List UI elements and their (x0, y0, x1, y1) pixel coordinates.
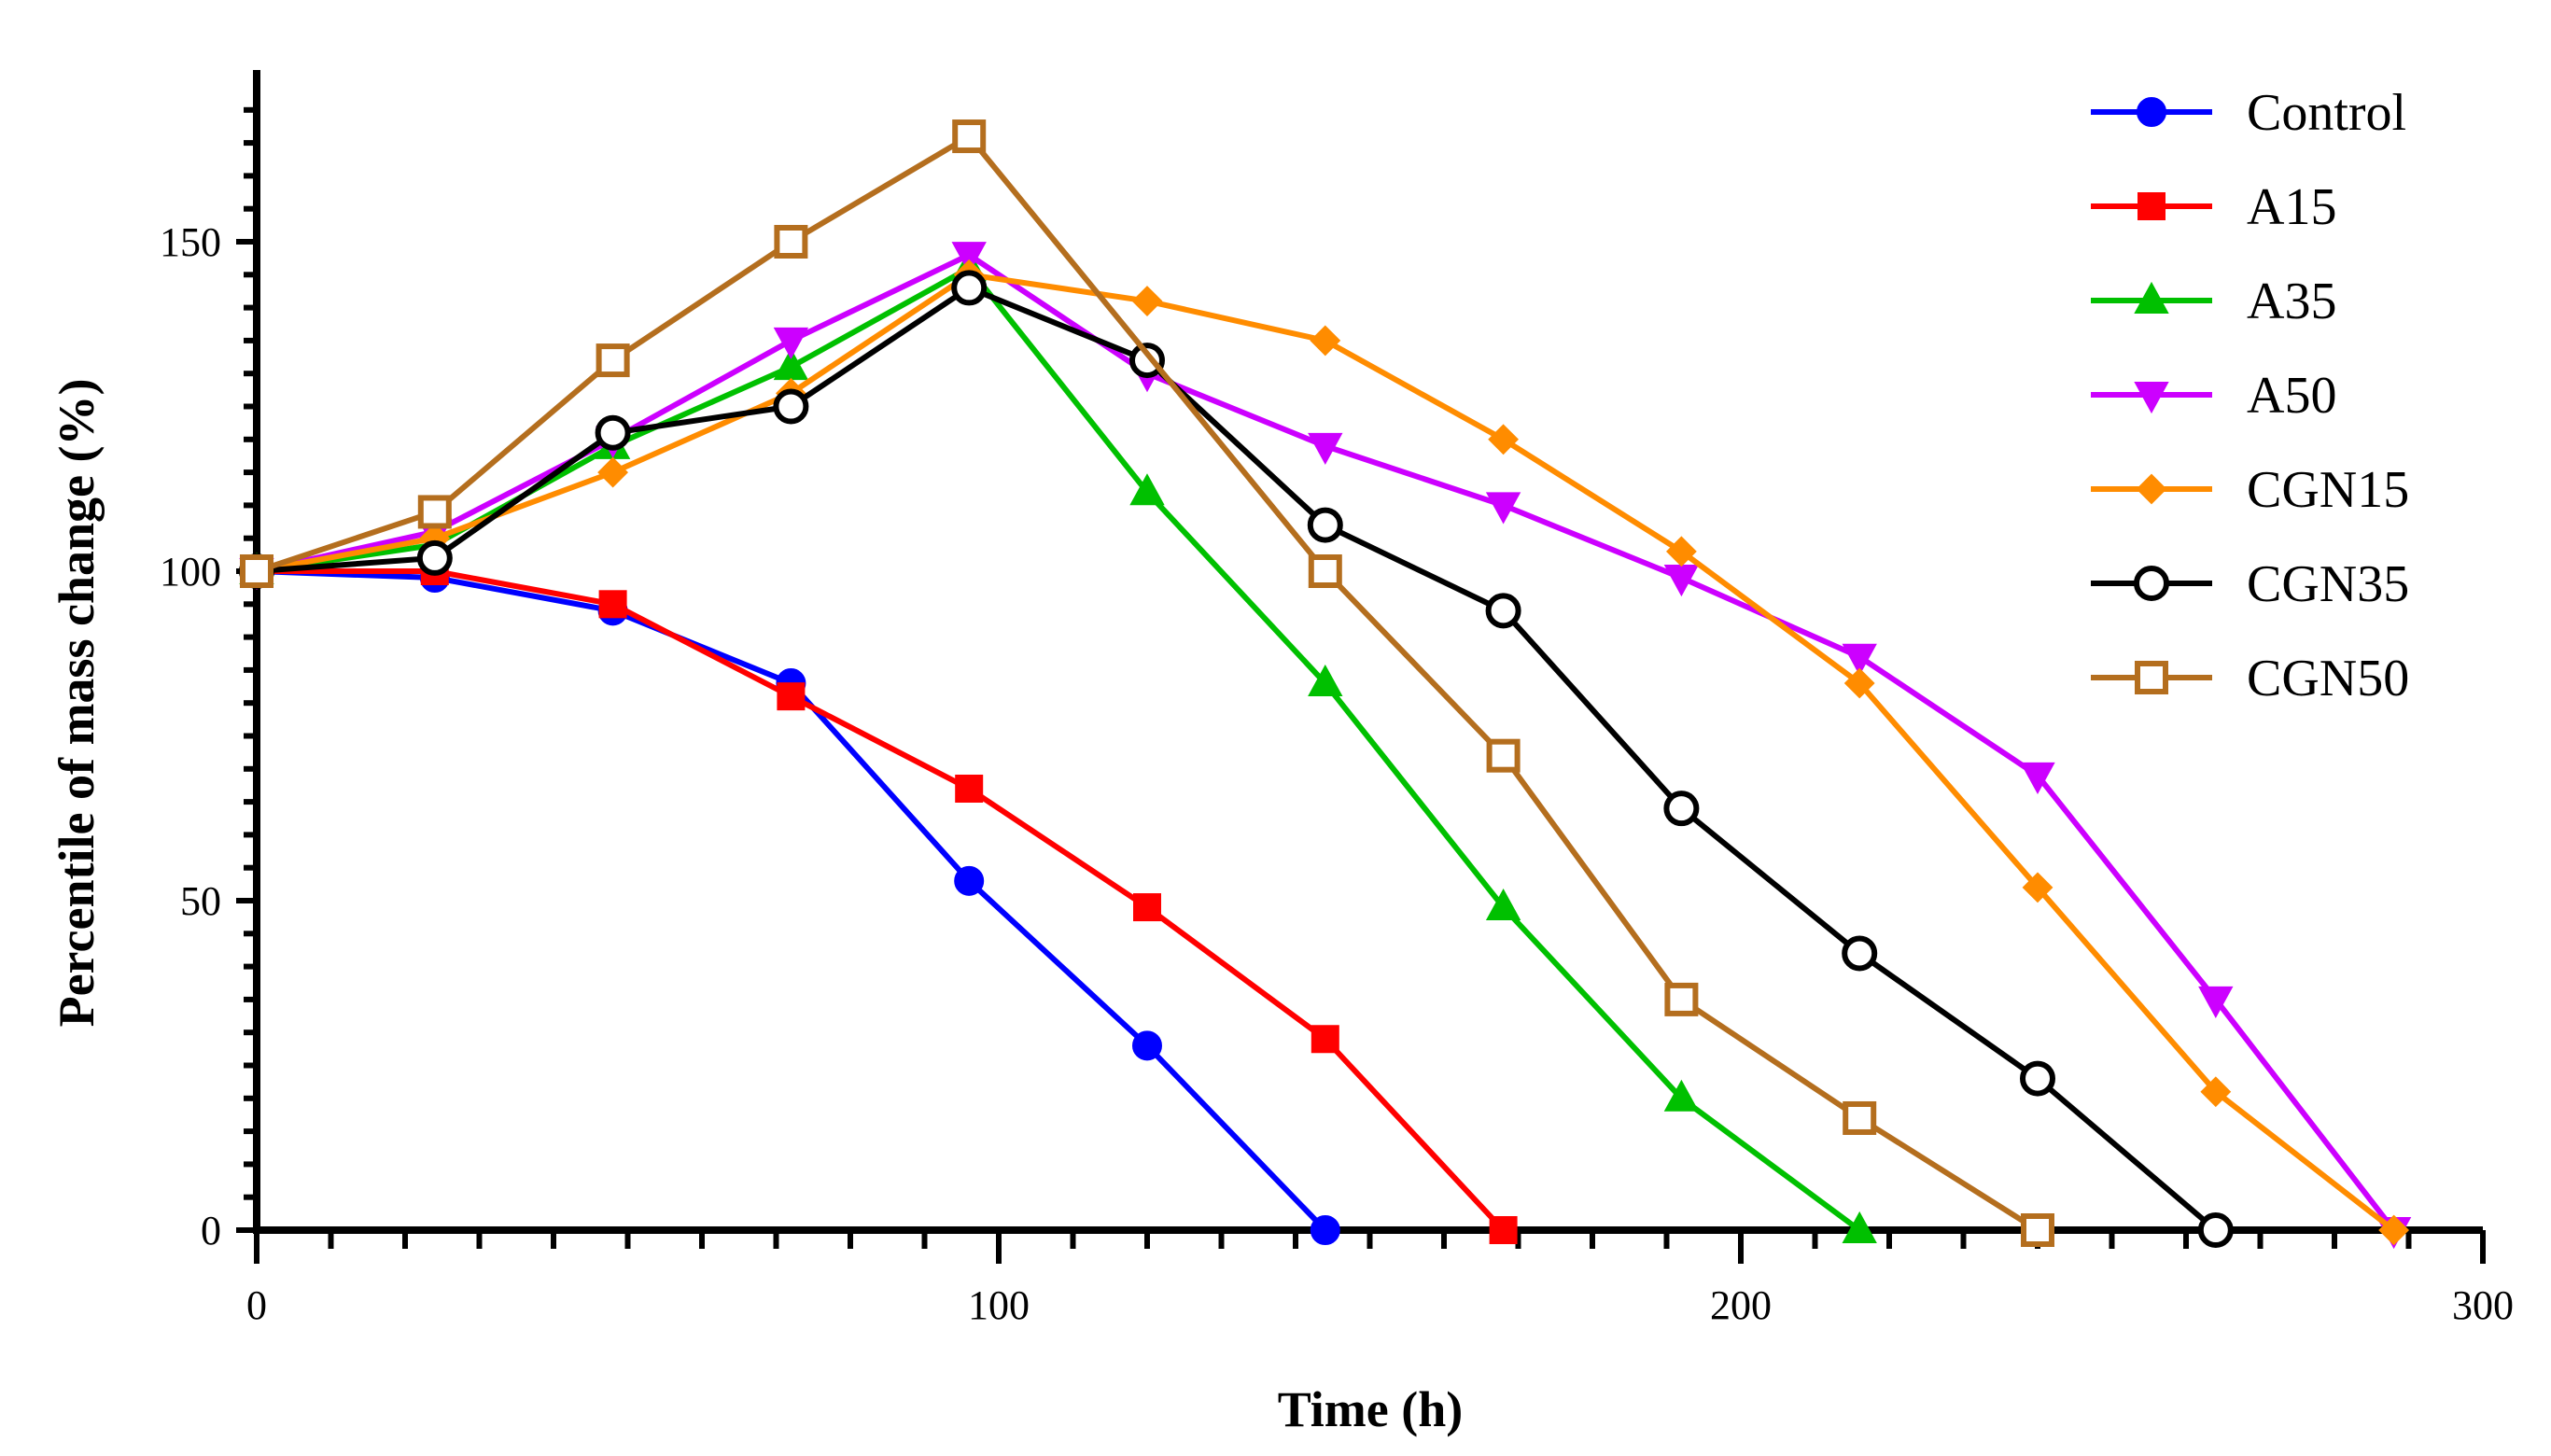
y-tick-label: 150 (160, 219, 221, 265)
legend-item-cgn50: CGN50 (2091, 650, 2409, 707)
y-tick-label: 0 (201, 1208, 221, 1253)
data-point-cgn35 (1485, 593, 1521, 629)
series-line-cgn50 (256, 133, 2039, 1233)
legend-item-a15: A15 (2091, 178, 2336, 236)
series-a15 (243, 557, 1518, 1244)
data-point-cgn35 (416, 539, 453, 576)
data-point-cgn15 (1665, 536, 1697, 567)
data-point-a15 (1311, 1025, 1339, 1054)
series-line-a50 (256, 252, 2396, 1232)
data-point-cgn50 (952, 119, 987, 154)
legend-marker-control (2137, 97, 2166, 127)
legend-item-a35: A35 (2091, 273, 2336, 330)
series-cgn35 (239, 270, 2234, 1248)
data-point-cgn50 (1664, 982, 1699, 1016)
series-layer (239, 119, 2412, 1250)
legend-item-control: Control (2091, 84, 2406, 142)
x-axis-title: Time (h) (1278, 1381, 1464, 1437)
series-line-a35 (256, 265, 1861, 1233)
legend-item-cgn35: CGN35 (2091, 555, 2409, 613)
data-point-cgn35 (595, 414, 631, 451)
data-point-a35 (1485, 888, 1521, 921)
data-point-cgn35 (2020, 1060, 2055, 1097)
data-point-cgn50 (596, 343, 630, 378)
data-point-a35 (1842, 1211, 1877, 1243)
legend-marker-a15 (2138, 192, 2166, 220)
data-point-a15 (1489, 1216, 1518, 1244)
data-point-a50 (773, 327, 809, 359)
series-a35 (239, 249, 1877, 1243)
series-a50 (239, 242, 2412, 1250)
data-point-cgn15 (2200, 1076, 2232, 1108)
series-line-cgn15 (256, 272, 2396, 1233)
data-point-a35 (1663, 1079, 1700, 1112)
data-point-a35 (1308, 664, 1343, 697)
y-axis-title: Percentile of mass change (%) (49, 379, 105, 1028)
data-point-cgn35 (1842, 935, 1878, 972)
legend-marker-cgn35 (2134, 566, 2169, 601)
data-point-cgn50 (1486, 738, 1521, 773)
legend-label-cgn35: CGN35 (2247, 555, 2409, 613)
data-point-cgn15 (1843, 667, 1875, 699)
data-point-cgn15 (597, 456, 629, 488)
data-point-cgn50 (1843, 1100, 1877, 1135)
legend-label-cgn50: CGN50 (2247, 650, 2409, 707)
legend-marker-a35 (2134, 281, 2169, 314)
data-point-a15 (777, 682, 806, 711)
data-point-cgn50 (240, 554, 273, 588)
data-point-cgn50 (417, 495, 452, 529)
data-point-cgn50 (774, 225, 808, 259)
data-point-a15 (598, 590, 627, 619)
data-point-control (954, 865, 985, 896)
legend-label-a35: A35 (2247, 273, 2336, 330)
data-point-a50 (1485, 492, 1521, 525)
data-point-cgn35 (1307, 507, 1343, 543)
data-point-a15 (1133, 893, 1161, 922)
series-line-a15 (257, 568, 1506, 1233)
legend-label-control: Control (2247, 84, 2406, 142)
legend-marker-cgn15 (2136, 473, 2167, 505)
legend-item-a50: A50 (2091, 367, 2336, 425)
x-tick-label: 100 (968, 1282, 1030, 1328)
data-point-cgn50 (2021, 1213, 2054, 1247)
legend-item-cgn15: CGN15 (2091, 461, 2409, 519)
x-tick-label: 300 (2452, 1282, 2514, 1328)
data-point-a50 (951, 242, 987, 274)
y-tick-label: 100 (160, 549, 221, 595)
series-line-cgn35 (256, 285, 2218, 1233)
data-point-a50 (1842, 643, 1877, 676)
legend-label-cgn15: CGN15 (2247, 461, 2409, 519)
y-tick-label: 50 (180, 878, 221, 924)
data-point-cgn15 (2378, 1214, 2410, 1246)
legend-label-a15: A15 (2247, 178, 2336, 236)
data-point-cgn15 (1488, 424, 1520, 455)
series-cgn15 (241, 259, 2410, 1246)
x-tick-label: 0 (246, 1282, 267, 1328)
legend-label-a50: A50 (2247, 367, 2336, 425)
data-point-cgn35 (951, 270, 988, 306)
legend-marker-cgn50 (2135, 661, 2168, 694)
legend: Control A15 A35 A50 CGN15 CGN35 CGN50 (2091, 84, 2409, 707)
series-cgn50 (240, 119, 2054, 1247)
x-tick-label: 200 (1710, 1282, 1772, 1328)
data-point-cgn35 (1663, 791, 1700, 827)
data-point-control (1310, 1215, 1340, 1245)
data-point-cgn35 (2197, 1212, 2234, 1248)
data-point-cgn50 (1308, 554, 1342, 588)
data-point-cgn15 (2022, 872, 2053, 903)
data-point-a15 (955, 774, 984, 803)
data-point-cgn15 (1131, 286, 1163, 316)
data-point-a50 (2198, 986, 2234, 1018)
legend-marker-a50 (2134, 382, 2169, 414)
data-point-a35 (1129, 473, 1165, 506)
series-control (242, 556, 1340, 1245)
data-point-a50 (2020, 762, 2055, 794)
data-point-cgn35 (1129, 343, 1165, 379)
data-point-a50 (1308, 432, 1343, 465)
data-point-control (1132, 1030, 1162, 1061)
data-point-cgn15 (1310, 325, 1341, 357)
data-point-cgn35 (773, 388, 809, 425)
